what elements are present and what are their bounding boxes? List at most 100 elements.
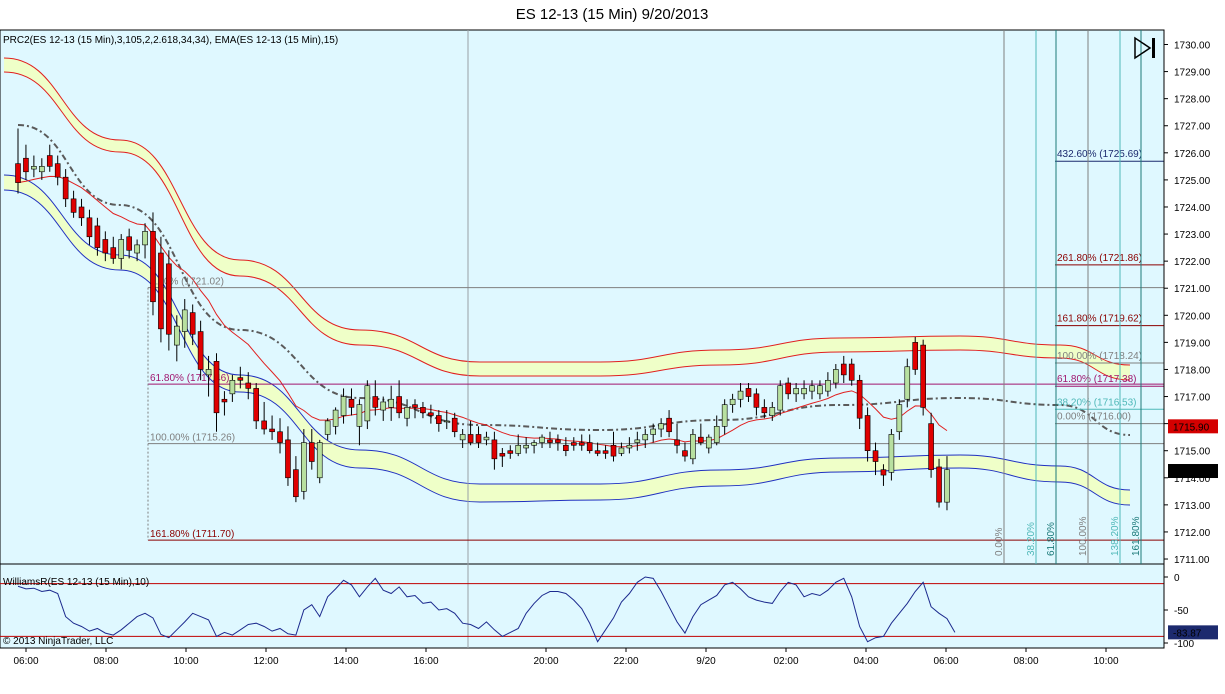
price-axis-label: 1725.00 bbox=[1174, 176, 1211, 187]
candle-up bbox=[31, 166, 37, 170]
candle-down bbox=[126, 236, 132, 251]
candle-up bbox=[658, 423, 664, 430]
candle-down bbox=[396, 396, 402, 414]
candle-up bbox=[118, 239, 125, 259]
price-panel-background bbox=[0, 29, 1165, 565]
osc-axis-label: -100 bbox=[1174, 639, 1194, 650]
ema-line bbox=[17, 175, 948, 448]
time-fib-label: 100.00% bbox=[1078, 516, 1089, 556]
candle-down bbox=[936, 466, 942, 503]
candle-down bbox=[880, 469, 887, 476]
play-forward-icon[interactable] bbox=[1134, 36, 1155, 60]
time-axis-label: 04:00 bbox=[853, 656, 878, 667]
candle-up bbox=[324, 420, 331, 435]
candle-down bbox=[158, 252, 164, 330]
candle-up bbox=[443, 420, 450, 423]
candle-up bbox=[777, 385, 784, 411]
time-axis-label: 02:00 bbox=[773, 656, 798, 667]
time-fib-label: 161.80% bbox=[1131, 516, 1142, 556]
fib-ext-label: 261.80% (1721.86) bbox=[1057, 253, 1142, 264]
candle-down bbox=[570, 442, 577, 446]
candle-down bbox=[840, 363, 847, 376]
candle-up bbox=[737, 390, 744, 400]
candle-down bbox=[547, 439, 553, 443]
candle-down bbox=[912, 342, 919, 370]
candle-down bbox=[308, 442, 315, 462]
candle-up bbox=[340, 396, 347, 416]
candle-up bbox=[539, 436, 545, 443]
candle-down bbox=[420, 407, 426, 414]
upper-band-fill bbox=[4, 58, 1130, 380]
price-axis-label: 1722.00 bbox=[1174, 257, 1211, 268]
candle-down bbox=[578, 442, 585, 446]
price-axis-label: 1719.00 bbox=[1174, 338, 1211, 349]
candle-down bbox=[586, 442, 593, 451]
candle-up bbox=[332, 409, 339, 427]
candle-down bbox=[928, 423, 934, 470]
upper-band-edge-top bbox=[3, 57, 1131, 366]
fib-ext-label: 100.00% (1718.24) bbox=[1057, 351, 1142, 362]
price-axis-label: 1726.00 bbox=[1174, 149, 1211, 160]
candle-down bbox=[269, 428, 275, 433]
oscillator-panel-background bbox=[0, 563, 1165, 649]
candle-down bbox=[848, 363, 855, 381]
candle-up bbox=[713, 426, 720, 443]
fib-ext-label: 61.80% (1717.38) bbox=[1057, 374, 1137, 385]
candle-down bbox=[46, 155, 53, 167]
candle-up bbox=[825, 379, 831, 392]
price-axis-label: 1724.00 bbox=[1174, 203, 1211, 214]
copyright-text: © 2013 NinjaTrader, LLC bbox=[3, 636, 113, 647]
candle-down bbox=[555, 439, 561, 443]
price-indicator-label: PRC2(ES 12-13 (15 Min),3,105,2,2.618,34,… bbox=[3, 35, 338, 46]
candle-down bbox=[491, 439, 498, 460]
candle-down bbox=[467, 434, 474, 443]
candle-up bbox=[174, 325, 180, 346]
price-axis-label: 1713.00 bbox=[1174, 501, 1211, 512]
fib-level-label: 161.80% (1711.70) bbox=[150, 529, 234, 540]
candle-up bbox=[896, 404, 903, 433]
price-axis-label: 1730.00 bbox=[1174, 41, 1211, 52]
candle-up bbox=[634, 439, 641, 443]
time-fib-label: 38.20% bbox=[1026, 522, 1037, 556]
lower-band-edge-bottom bbox=[3, 189, 1131, 506]
time-fib-label: 138.20% bbox=[1110, 516, 1121, 556]
price-axis-label: 1729.00 bbox=[1174, 68, 1211, 79]
candle-up bbox=[705, 436, 712, 449]
price-axis-label: 1712.00 bbox=[1174, 528, 1211, 539]
candle-up bbox=[134, 244, 140, 254]
candle-down bbox=[189, 312, 196, 335]
candle-down bbox=[507, 450, 514, 454]
candle-down bbox=[261, 420, 267, 430]
lower-band-fill bbox=[4, 175, 1130, 505]
candle-down bbox=[285, 439, 291, 479]
candle-down bbox=[666, 417, 672, 433]
candle-down bbox=[237, 377, 244, 381]
candle-up bbox=[483, 436, 490, 441]
osc-current-box bbox=[1168, 625, 1218, 640]
candle-down bbox=[563, 444, 569, 451]
current-price-label: 1714.25 bbox=[1173, 467, 1210, 478]
candle-down bbox=[293, 469, 299, 498]
candle-down bbox=[428, 412, 434, 416]
candle-down bbox=[78, 206, 85, 219]
candle-down bbox=[372, 396, 379, 408]
candle-down bbox=[451, 417, 458, 433]
candle-up bbox=[626, 444, 633, 449]
time-axis-label: 20:00 bbox=[533, 656, 558, 667]
candle-up bbox=[404, 407, 410, 419]
candle-up bbox=[364, 385, 371, 422]
candle-down bbox=[110, 247, 117, 259]
candle-up bbox=[650, 428, 657, 435]
candle-up bbox=[721, 404, 728, 427]
candle-up bbox=[642, 434, 649, 441]
candle-down bbox=[872, 450, 879, 462]
time-axis-label: 10:00 bbox=[173, 656, 198, 667]
price-axis-label: 1711.00 bbox=[1174, 555, 1210, 566]
candle-down bbox=[610, 444, 617, 457]
candle-down bbox=[594, 450, 601, 454]
candle-up bbox=[809, 385, 815, 392]
price-axis-label: 1715.00 bbox=[1174, 447, 1211, 458]
candle-down bbox=[54, 163, 61, 178]
candle-down bbox=[86, 217, 93, 238]
